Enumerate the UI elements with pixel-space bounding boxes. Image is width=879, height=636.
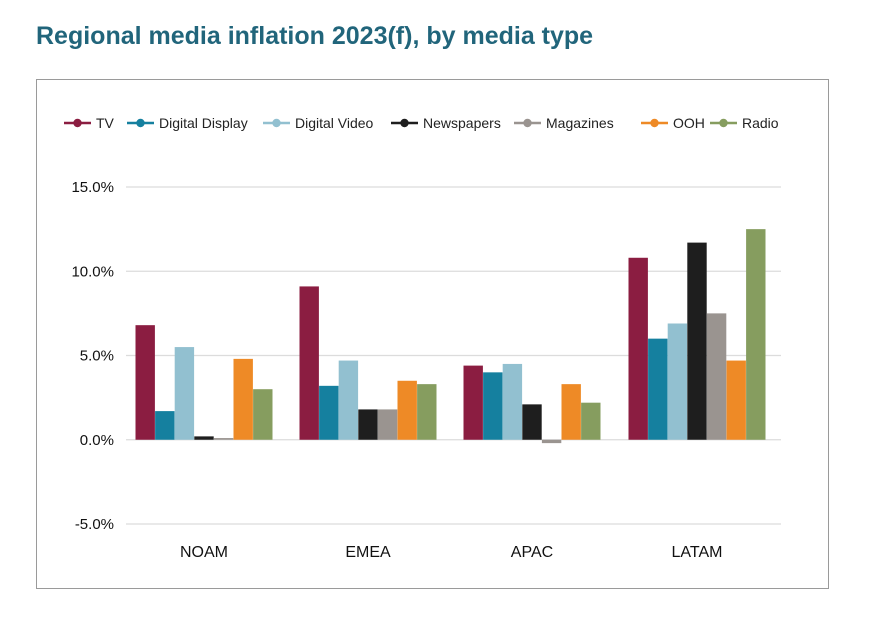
bar-ooh-apac (561, 384, 581, 440)
legend-swatch-marker (136, 118, 145, 128)
bar-digital-display-noam (155, 411, 175, 440)
bar-digital-display-emea (319, 385, 339, 440)
bar-magazines-noam (213, 438, 234, 440)
x-tick-label: APAC (511, 544, 553, 561)
bar-radio-emea (417, 384, 437, 440)
bar-newspapers-noam (194, 436, 214, 440)
legend-item: Digital Display (127, 115, 248, 131)
bar-digital-video-apac (502, 363, 523, 440)
legend-swatch-marker (73, 118, 82, 128)
bar-radio-noam (253, 389, 273, 440)
legend-item: Radio (710, 115, 779, 131)
bar-radio-latam (746, 229, 766, 440)
x-tick-label: NOAM (180, 544, 228, 561)
x-tick-label: EMEA (345, 544, 391, 561)
legend-label: TV (96, 115, 115, 131)
legend-swatch-marker (272, 118, 281, 128)
bar-digital-video-emea (338, 360, 359, 440)
legend-item: TV (64, 115, 115, 131)
legend-label: OOH (673, 115, 705, 131)
bar-tv-latam (628, 257, 648, 440)
legend-label: Magazines (546, 115, 614, 131)
y-tick-label: 5.0% (80, 348, 114, 365)
bar-digital-display-apac (483, 372, 503, 440)
bar-tv-apac (463, 365, 483, 440)
bar-ooh-noam (233, 358, 253, 440)
legend-label: Radio (742, 115, 779, 131)
legend-swatch-marker (523, 118, 532, 128)
y-tick-label: 15.0% (71, 179, 114, 196)
chart-title: Regional media inflation 2023(f), by med… (36, 22, 594, 50)
legend-swatch-marker (650, 118, 659, 128)
bar-magazines-latam (706, 313, 727, 440)
bar-ooh-latam (726, 360, 746, 440)
legend-item: Digital Video (263, 115, 374, 131)
legend: TV Digital Display Digital Video Newspapers… (64, 115, 779, 131)
bar-newspapers-latam (687, 242, 707, 440)
bar-tv-noam (135, 325, 155, 440)
y-axis: 15.0% 10.0% 5.0% 0.0% -5.0% (71, 179, 114, 533)
bar-tv-emea (299, 286, 319, 440)
bar-newspapers-apac (522, 404, 542, 440)
bar-radio-apac (581, 402, 601, 440)
x-axis: NOAM EMEA APAC LATAM (180, 544, 722, 561)
y-tick-label: 10.0% (71, 263, 114, 280)
legend-item: OOH (641, 115, 705, 131)
y-tick-label: 0.0% (80, 432, 114, 449)
legend-item: Newspapers (391, 115, 501, 131)
legend-swatch-marker (719, 118, 728, 128)
bar-magazines-apac (541, 439, 562, 444)
legend-swatch-marker (400, 118, 409, 128)
bar-ooh-emea (397, 380, 417, 440)
bar-digital-video-noam (174, 347, 195, 440)
bar-newspapers-emea (358, 409, 378, 440)
legend-label: Newspapers (423, 115, 501, 131)
legend-label: Digital Video (295, 115, 374, 131)
bar-digital-video-latam (667, 323, 688, 440)
bar-magazines-emea (377, 409, 398, 440)
legend-label: Digital Display (159, 115, 248, 131)
x-tick-label: LATAM (672, 544, 723, 561)
y-tick-label: -5.0% (75, 516, 114, 533)
bars (135, 229, 766, 444)
legend-item: Magazines (514, 115, 614, 131)
bar-digital-display-latam (648, 338, 668, 440)
